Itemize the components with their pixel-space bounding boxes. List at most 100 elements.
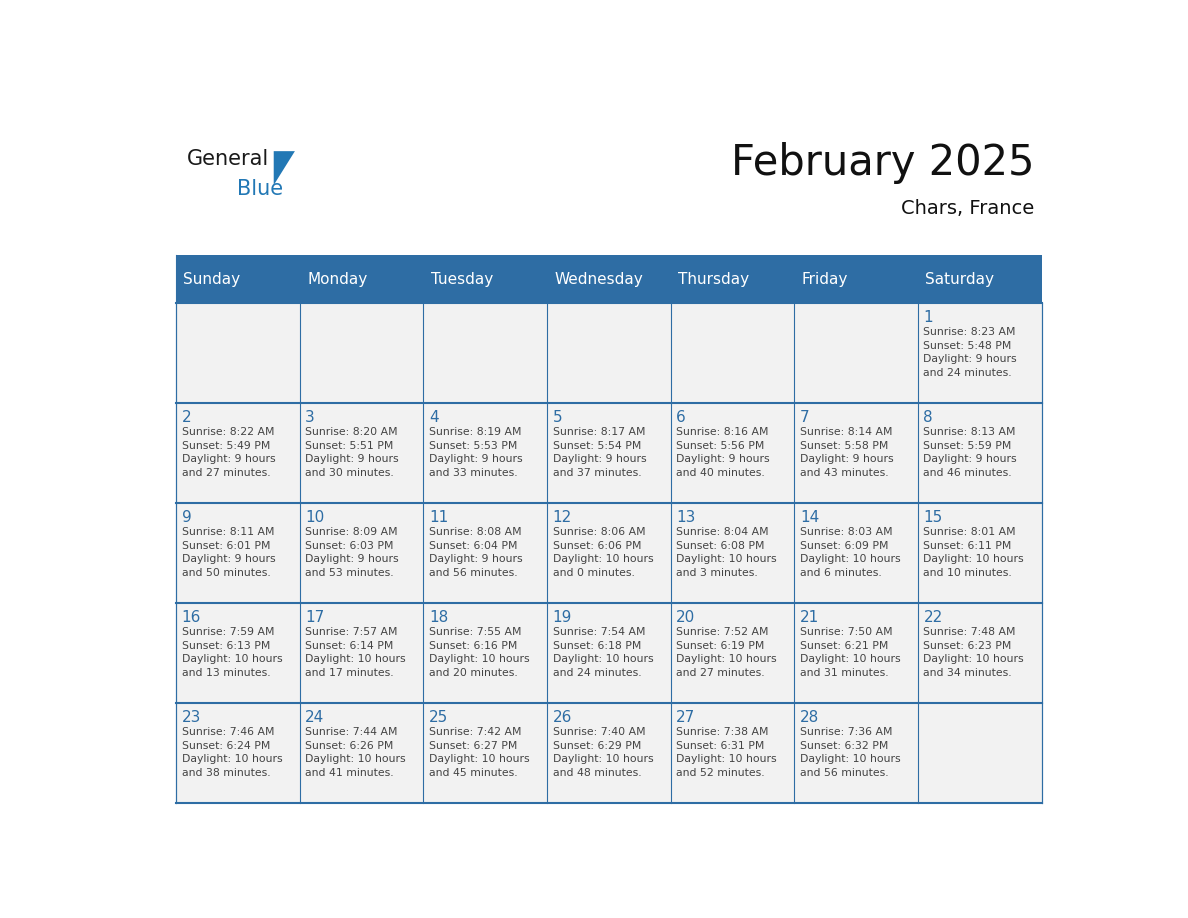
Polygon shape <box>273 151 295 185</box>
Text: Blue: Blue <box>236 179 283 198</box>
Text: Sunrise: 7:42 AM
Sunset: 6:27 PM
Daylight: 10 hours
and 45 minutes.: Sunrise: 7:42 AM Sunset: 6:27 PM Dayligh… <box>429 727 530 778</box>
Text: Chars, France: Chars, France <box>901 198 1035 218</box>
Text: 3: 3 <box>305 410 315 425</box>
Text: Sunrise: 7:36 AM
Sunset: 6:32 PM
Daylight: 10 hours
and 56 minutes.: Sunrise: 7:36 AM Sunset: 6:32 PM Dayligh… <box>800 727 901 778</box>
Text: Sunrise: 8:13 AM
Sunset: 5:59 PM
Daylight: 9 hours
and 46 minutes.: Sunrise: 8:13 AM Sunset: 5:59 PM Dayligh… <box>923 427 1017 478</box>
Text: Sunrise: 8:22 AM
Sunset: 5:49 PM
Daylight: 9 hours
and 27 minutes.: Sunrise: 8:22 AM Sunset: 5:49 PM Dayligh… <box>182 427 276 478</box>
Text: Sunrise: 8:20 AM
Sunset: 5:51 PM
Daylight: 9 hours
and 30 minutes.: Sunrise: 8:20 AM Sunset: 5:51 PM Dayligh… <box>305 427 399 478</box>
Bar <box>299 503 423 603</box>
Text: 22: 22 <box>923 610 943 625</box>
Text: 19: 19 <box>552 610 571 625</box>
Bar <box>918 703 1042 803</box>
Text: 12: 12 <box>552 510 571 525</box>
Text: Saturday: Saturday <box>925 272 994 286</box>
Text: 16: 16 <box>182 610 201 625</box>
Text: Sunrise: 8:17 AM
Sunset: 5:54 PM
Daylight: 9 hours
and 37 minutes.: Sunrise: 8:17 AM Sunset: 5:54 PM Dayligh… <box>552 427 646 478</box>
Bar <box>546 503 671 603</box>
Text: Monday: Monday <box>308 272 367 286</box>
Text: Sunrise: 8:19 AM
Sunset: 5:53 PM
Daylight: 9 hours
and 33 minutes.: Sunrise: 8:19 AM Sunset: 5:53 PM Dayligh… <box>429 427 523 478</box>
Bar <box>299 303 423 403</box>
Text: 15: 15 <box>923 510 943 525</box>
Text: Sunrise: 8:14 AM
Sunset: 5:58 PM
Daylight: 9 hours
and 43 minutes.: Sunrise: 8:14 AM Sunset: 5:58 PM Dayligh… <box>800 427 893 478</box>
Text: 25: 25 <box>429 710 448 725</box>
Text: Tuesday: Tuesday <box>431 272 493 286</box>
Bar <box>671 603 795 703</box>
Text: Sunrise: 7:40 AM
Sunset: 6:29 PM
Daylight: 10 hours
and 48 minutes.: Sunrise: 7:40 AM Sunset: 6:29 PM Dayligh… <box>552 727 653 778</box>
Text: 4: 4 <box>429 410 438 425</box>
Text: Friday: Friday <box>802 272 848 286</box>
Text: 6: 6 <box>676 410 685 425</box>
Bar <box>546 603 671 703</box>
Text: 14: 14 <box>800 510 819 525</box>
Text: Sunrise: 7:55 AM
Sunset: 6:16 PM
Daylight: 10 hours
and 20 minutes.: Sunrise: 7:55 AM Sunset: 6:16 PM Dayligh… <box>429 627 530 677</box>
Text: 24: 24 <box>305 710 324 725</box>
Text: 1: 1 <box>923 310 933 325</box>
Text: Sunrise: 8:08 AM
Sunset: 6:04 PM
Daylight: 9 hours
and 56 minutes.: Sunrise: 8:08 AM Sunset: 6:04 PM Dayligh… <box>429 527 523 577</box>
Text: Sunday: Sunday <box>183 272 241 286</box>
Bar <box>423 503 546 603</box>
Text: Sunrise: 7:46 AM
Sunset: 6:24 PM
Daylight: 10 hours
and 38 minutes.: Sunrise: 7:46 AM Sunset: 6:24 PM Dayligh… <box>182 727 283 778</box>
Text: Sunrise: 8:09 AM
Sunset: 6:03 PM
Daylight: 9 hours
and 53 minutes.: Sunrise: 8:09 AM Sunset: 6:03 PM Dayligh… <box>305 527 399 577</box>
Bar <box>423 403 546 503</box>
Bar <box>671 303 795 403</box>
Bar <box>795 303 918 403</box>
Bar <box>671 403 795 503</box>
Text: Sunrise: 7:54 AM
Sunset: 6:18 PM
Daylight: 10 hours
and 24 minutes.: Sunrise: 7:54 AM Sunset: 6:18 PM Dayligh… <box>552 627 653 677</box>
Bar <box>671 703 795 803</box>
Text: 7: 7 <box>800 410 809 425</box>
Text: 21: 21 <box>800 610 819 625</box>
Bar <box>918 403 1042 503</box>
Bar <box>423 303 546 403</box>
Text: Sunrise: 7:57 AM
Sunset: 6:14 PM
Daylight: 10 hours
and 17 minutes.: Sunrise: 7:57 AM Sunset: 6:14 PM Dayligh… <box>305 627 406 677</box>
Text: 20: 20 <box>676 610 695 625</box>
Bar <box>299 603 423 703</box>
Text: Sunrise: 8:03 AM
Sunset: 6:09 PM
Daylight: 10 hours
and 6 minutes.: Sunrise: 8:03 AM Sunset: 6:09 PM Dayligh… <box>800 527 901 577</box>
Text: Sunrise: 8:23 AM
Sunset: 5:48 PM
Daylight: 9 hours
and 24 minutes.: Sunrise: 8:23 AM Sunset: 5:48 PM Dayligh… <box>923 327 1017 378</box>
Bar <box>176 503 299 603</box>
Text: Sunrise: 7:59 AM
Sunset: 6:13 PM
Daylight: 10 hours
and 13 minutes.: Sunrise: 7:59 AM Sunset: 6:13 PM Dayligh… <box>182 627 283 677</box>
Bar <box>546 303 671 403</box>
Text: Thursday: Thursday <box>678 272 750 286</box>
Text: 9: 9 <box>182 510 191 525</box>
Text: Sunrise: 7:52 AM
Sunset: 6:19 PM
Daylight: 10 hours
and 27 minutes.: Sunrise: 7:52 AM Sunset: 6:19 PM Dayligh… <box>676 627 777 677</box>
Bar <box>299 403 423 503</box>
Text: 27: 27 <box>676 710 695 725</box>
Text: Sunrise: 8:16 AM
Sunset: 5:56 PM
Daylight: 9 hours
and 40 minutes.: Sunrise: 8:16 AM Sunset: 5:56 PM Dayligh… <box>676 427 770 478</box>
Text: General: General <box>188 149 270 169</box>
Text: Sunrise: 8:04 AM
Sunset: 6:08 PM
Daylight: 10 hours
and 3 minutes.: Sunrise: 8:04 AM Sunset: 6:08 PM Dayligh… <box>676 527 777 577</box>
Text: 26: 26 <box>552 710 571 725</box>
Bar <box>176 403 299 503</box>
Bar <box>795 703 918 803</box>
Bar <box>795 503 918 603</box>
Bar <box>918 603 1042 703</box>
Bar <box>671 503 795 603</box>
Text: 10: 10 <box>305 510 324 525</box>
Text: 5: 5 <box>552 410 562 425</box>
Text: 11: 11 <box>429 510 448 525</box>
Bar <box>176 603 299 703</box>
Bar <box>918 503 1042 603</box>
Bar <box>795 603 918 703</box>
Text: 18: 18 <box>429 610 448 625</box>
Bar <box>176 255 1042 303</box>
Text: 17: 17 <box>305 610 324 625</box>
Text: 23: 23 <box>182 710 201 725</box>
Text: Sunrise: 7:38 AM
Sunset: 6:31 PM
Daylight: 10 hours
and 52 minutes.: Sunrise: 7:38 AM Sunset: 6:31 PM Dayligh… <box>676 727 777 778</box>
Text: 2: 2 <box>182 410 191 425</box>
Text: Sunrise: 8:06 AM
Sunset: 6:06 PM
Daylight: 10 hours
and 0 minutes.: Sunrise: 8:06 AM Sunset: 6:06 PM Dayligh… <box>552 527 653 577</box>
Bar <box>423 703 546 803</box>
Text: Sunrise: 8:01 AM
Sunset: 6:11 PM
Daylight: 10 hours
and 10 minutes.: Sunrise: 8:01 AM Sunset: 6:11 PM Dayligh… <box>923 527 1024 577</box>
Text: Sunrise: 7:44 AM
Sunset: 6:26 PM
Daylight: 10 hours
and 41 minutes.: Sunrise: 7:44 AM Sunset: 6:26 PM Dayligh… <box>305 727 406 778</box>
Text: Sunrise: 8:11 AM
Sunset: 6:01 PM
Daylight: 9 hours
and 50 minutes.: Sunrise: 8:11 AM Sunset: 6:01 PM Dayligh… <box>182 527 276 577</box>
Text: 13: 13 <box>676 510 695 525</box>
Text: Wednesday: Wednesday <box>555 272 643 286</box>
Bar <box>176 303 299 403</box>
Text: February 2025: February 2025 <box>731 142 1035 184</box>
Text: Sunrise: 7:48 AM
Sunset: 6:23 PM
Daylight: 10 hours
and 34 minutes.: Sunrise: 7:48 AM Sunset: 6:23 PM Dayligh… <box>923 627 1024 677</box>
Bar <box>546 403 671 503</box>
Bar <box>795 403 918 503</box>
Text: 8: 8 <box>923 410 933 425</box>
Bar <box>918 303 1042 403</box>
Text: Sunrise: 7:50 AM
Sunset: 6:21 PM
Daylight: 10 hours
and 31 minutes.: Sunrise: 7:50 AM Sunset: 6:21 PM Dayligh… <box>800 627 901 677</box>
Text: 28: 28 <box>800 710 819 725</box>
